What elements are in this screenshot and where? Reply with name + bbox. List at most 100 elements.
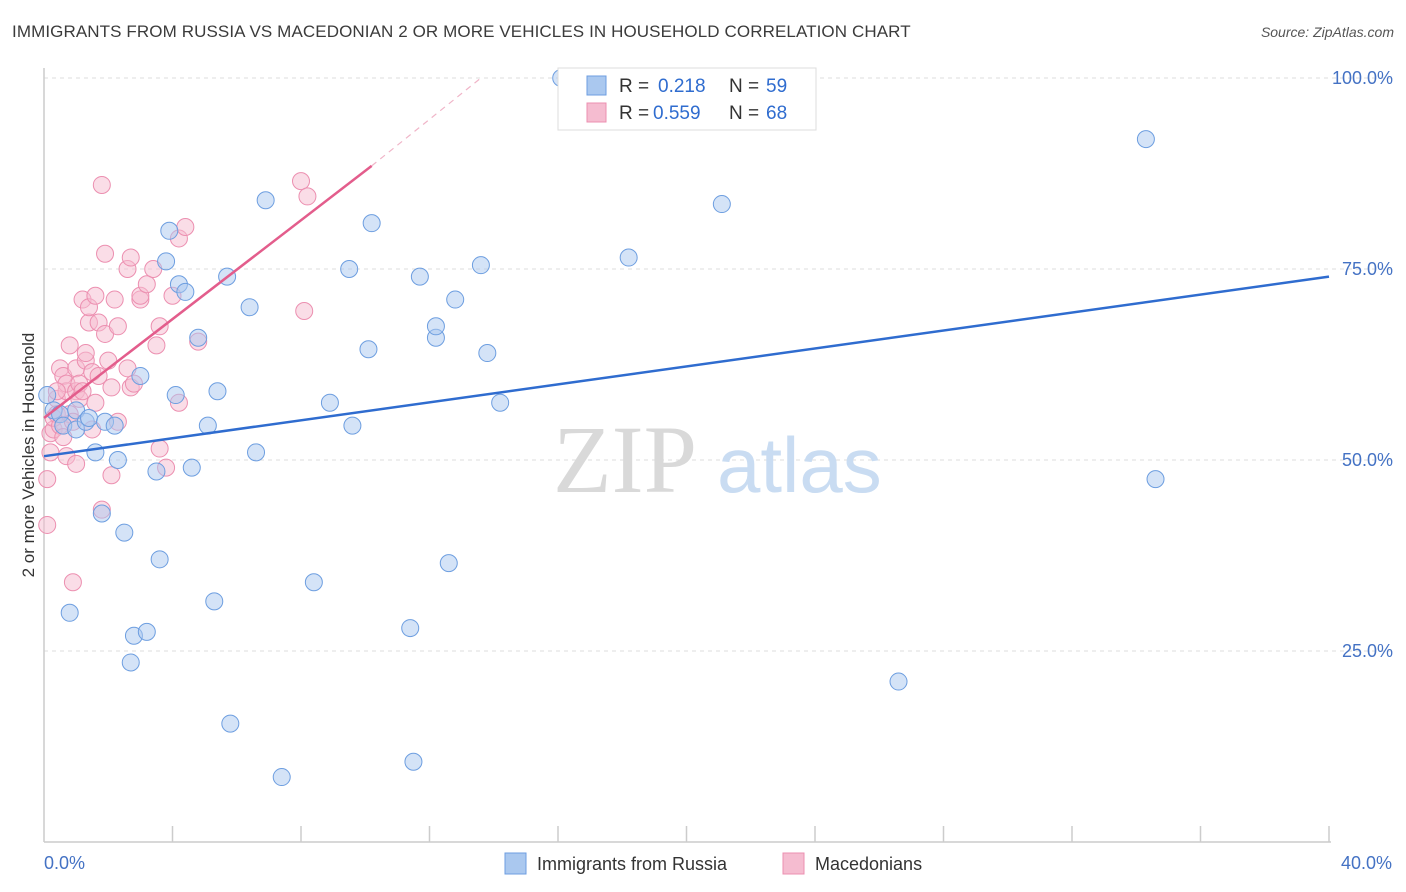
russia-point [150, 550, 169, 569]
russia-point [79, 408, 98, 427]
macedonians-point [73, 382, 92, 401]
macedonians-trend-line [43, 164, 373, 419]
macedonians-point [99, 351, 118, 370]
macedonians-point [92, 175, 111, 194]
bottom-legend-label-macedonians: Macedonians [815, 854, 922, 874]
grid-layer [44, 77, 1392, 652]
russia-point [712, 195, 731, 214]
russia-point [247, 443, 266, 462]
trend-lines [43, 77, 1330, 458]
macedonians-point [105, 290, 124, 309]
russia-point [401, 619, 420, 638]
russia-point [1136, 130, 1155, 149]
legend-r-label-2: R = [619, 103, 649, 124]
macedonians-point [38, 515, 57, 534]
russia-point [619, 248, 638, 267]
legend-n-value-2: 68 [766, 103, 787, 124]
macedonians-point [150, 439, 169, 458]
legend-n-label-2: N = [729, 103, 759, 124]
watermark-atlas: atlas [717, 421, 882, 509]
bottom-legend-swatch-pink [782, 852, 805, 875]
macedonians-point [38, 470, 57, 489]
macedonians-point [147, 336, 166, 355]
russia-point [478, 344, 497, 363]
russia-point [137, 622, 156, 641]
macedonians-point [63, 573, 82, 592]
russia-point [189, 328, 208, 347]
macedonians-point [121, 248, 140, 267]
y-tick-label: 75.0% [1342, 259, 1393, 279]
russia-point [304, 573, 323, 592]
russia-point [131, 366, 150, 385]
chart-title: IMMIGRANTS FROM RUSSIA VS MACEDONIAN 2 O… [12, 22, 911, 41]
legend-swatch-blue [586, 75, 607, 96]
y-tick-label: 50.0% [1342, 450, 1393, 470]
russia-point [147, 462, 166, 481]
y-tick-label: 25.0% [1342, 641, 1393, 661]
russia-point [362, 214, 381, 233]
bottom-legend-label-russia: Immigrants from Russia [537, 854, 728, 874]
russia-point [359, 340, 378, 359]
macedonians-point [102, 378, 121, 397]
russia-point [166, 386, 185, 405]
x-tick-label: 40.0% [1341, 853, 1392, 873]
russia-point [86, 443, 105, 462]
legend-r-value-1: 0.218 [658, 76, 706, 97]
macedonians-point [176, 217, 195, 236]
macedonians-point [292, 172, 310, 191]
russia-point [60, 603, 79, 622]
macedonians-point [102, 466, 121, 485]
macedonians-point [150, 317, 169, 336]
bottom-legend-swatch-blue [504, 852, 527, 875]
russia-point [343, 416, 362, 435]
russia-point [491, 393, 510, 412]
legend-n-label-1: N = [729, 76, 759, 97]
macedonians-point [96, 244, 115, 263]
series-legend: Immigrants from Russia Macedonians [504, 852, 922, 875]
y-tick-label: 100.0% [1332, 68, 1393, 88]
macedonians-point [60, 336, 79, 355]
russia-point [105, 416, 124, 435]
macedonians-point [108, 317, 127, 336]
russia-point [471, 256, 490, 275]
macedonians-point [137, 275, 156, 294]
macedonians-point [76, 344, 95, 363]
macedonians-point [86, 286, 105, 305]
russia-point [121, 653, 140, 672]
russia-point [272, 768, 291, 787]
russia-point [221, 714, 240, 733]
macedonians-point [67, 454, 86, 473]
macedonians-point [295, 302, 314, 321]
russia-point [256, 191, 275, 210]
macedonians-point [41, 443, 60, 462]
macedonians-point [298, 187, 317, 206]
russia-point [340, 260, 359, 278]
russia-point [182, 458, 201, 477]
macedonians-point [86, 393, 105, 412]
russia-point [889, 672, 908, 691]
russia-point [92, 504, 111, 523]
russia-point [108, 451, 127, 469]
legend-n-value-1: 59 [766, 76, 787, 97]
russia-point [205, 592, 224, 611]
macedonians-points [38, 172, 317, 592]
russia-point [176, 282, 195, 301]
russia-point [38, 386, 57, 405]
watermark-zip: ZIP [553, 406, 697, 513]
russia-point [160, 221, 179, 240]
russia-point [439, 554, 458, 573]
legend-swatch-pink [586, 102, 607, 123]
x-tick-label: 0.0% [44, 853, 85, 873]
russia-point [240, 298, 259, 317]
macedonians-trend-extension [371, 77, 482, 167]
legend-r-value-2: 0.559 [653, 103, 701, 124]
russia-point [320, 393, 339, 412]
russia-point [115, 523, 134, 542]
russia-point [410, 267, 429, 286]
russia-point [208, 382, 227, 401]
russia-point [1146, 470, 1165, 489]
russia-trend-line [43, 275, 1330, 458]
source-label: Source: ZipAtlas.com [1260, 24, 1394, 40]
